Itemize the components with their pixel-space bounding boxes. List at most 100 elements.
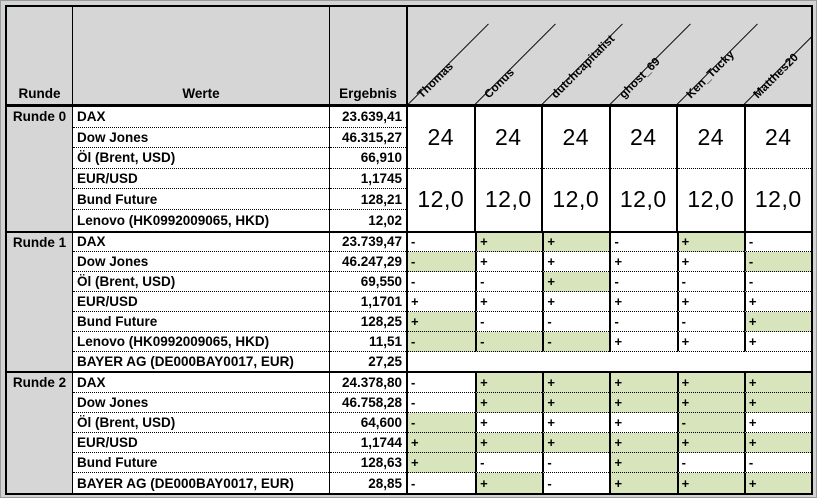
ergebnis-cell[interactable]: 69,550: [330, 272, 406, 293]
ergebnis-cell[interactable]: 128,63: [330, 453, 406, 474]
mark-cell[interactable]: +: [609, 453, 677, 474]
mark-cell[interactable]: +: [609, 473, 677, 493]
ergebnis-cell[interactable]: 1,1745: [330, 169, 406, 190]
mark-cell[interactable]: +: [743, 373, 811, 394]
mark-cell[interactable]: +: [743, 413, 811, 434]
ergebnis-cell[interactable]: 1,1701: [330, 292, 406, 312]
player-name-cell[interactable]: Ken_Tucky: [684, 48, 737, 101]
ergebnis-cell[interactable]: 11,51: [330, 332, 406, 352]
mark-cell[interactable]: -: [475, 331, 543, 352]
mark-cell[interactable]: +: [609, 331, 677, 352]
mark-cell[interactable]: +: [475, 373, 543, 394]
werte-cell[interactable]: EUR/USD: [73, 292, 329, 312]
score-upper-cell[interactable]: 24: [408, 107, 474, 169]
mark-cell[interactable]: +: [408, 292, 476, 312]
score-upper-cell[interactable]: 24: [745, 107, 811, 169]
score-upper-cell[interactable]: 24: [610, 107, 676, 169]
mark-cell[interactable]: +: [475, 252, 543, 273]
werte-cell[interactable]: Dow Jones: [73, 393, 329, 414]
ergebnis-cell[interactable]: 46.758,28: [330, 393, 406, 414]
mark-cell[interactable]: -: [542, 311, 610, 332]
ergebnis-cell[interactable]: 46.315,27: [330, 128, 406, 149]
round-label-cell[interactable]: Runde 0: [7, 107, 72, 231]
mark-cell[interactable]: -: [408, 373, 476, 394]
mark-cell[interactable]: +: [676, 331, 744, 352]
mark-cell[interactable]: -: [609, 232, 677, 253]
mark-cell[interactable]: +: [676, 373, 744, 394]
mark-cell[interactable]: +: [676, 393, 744, 414]
mark-cell[interactable]: -: [475, 311, 543, 332]
mark-cell[interactable]: -: [542, 331, 610, 352]
round-label-cell[interactable]: Runde 2: [7, 373, 72, 493]
mark-cell[interactable]: -: [542, 453, 610, 474]
ergebnis-cell[interactable]: 23.639,41: [330, 107, 406, 128]
mark-cell[interactable]: +: [408, 311, 476, 332]
mark-cell[interactable]: -: [408, 252, 476, 273]
mark-cell[interactable]: +: [743, 292, 811, 312]
score-lower-cell[interactable]: 12,0: [552, 186, 600, 213]
mark-cell[interactable]: +: [475, 292, 543, 312]
mark-cell[interactable]: -: [475, 453, 543, 474]
mark-cell[interactable]: +: [676, 292, 744, 312]
player-name-cell[interactable]: Thomas: [415, 60, 457, 101]
mark-cell[interactable]: +: [676, 473, 744, 493]
mark-cell[interactable]: -: [676, 311, 744, 332]
mark-cell[interactable]: +: [609, 252, 677, 273]
werte-cell[interactable]: Lenovo (HK0992009065, HKD): [77, 212, 270, 228]
mark-cell[interactable]: +: [609, 393, 677, 414]
mark-cell[interactable]: +: [743, 311, 811, 332]
werte-cell[interactable]: DAX: [73, 107, 329, 128]
score-lower-cell[interactable]: 12,0: [687, 186, 735, 213]
mark-cell[interactable]: +: [542, 232, 610, 253]
mark-cell[interactable]: -: [408, 233, 476, 253]
mark-cell[interactable]: +: [609, 413, 677, 434]
round-label-cell[interactable]: Runde 1: [7, 232, 72, 372]
mark-cell[interactable]: -: [475, 272, 543, 293]
mark-cell[interactable]: +: [676, 252, 744, 273]
ergebnis-cell[interactable]: 128,25: [330, 312, 406, 332]
mark-cell[interactable]: -: [609, 311, 677, 332]
ergebnis-cell[interactable]: 46.247,29: [330, 252, 406, 273]
mark-cell[interactable]: +: [475, 413, 543, 434]
mark-cell[interactable]: -: [743, 453, 811, 474]
empty-marks-cell[interactable]: [408, 352, 811, 372]
mark-cell[interactable]: +: [542, 433, 610, 454]
mark-cell[interactable]: +: [542, 292, 610, 312]
mark-cell[interactable]: +: [609, 373, 677, 394]
score-lower-cell[interactable]: 12,0: [619, 186, 667, 213]
player-name-cell[interactable]: Matthes20: [751, 51, 801, 101]
mark-cell[interactable]: +: [676, 433, 744, 454]
player-name-cell[interactable]: dutchcapitalist: [549, 33, 618, 101]
score-upper-cell[interactable]: 24: [543, 107, 609, 169]
ergebnis-cell[interactable]: 24.378,80: [330, 373, 406, 394]
mark-cell[interactable]: +: [743, 393, 811, 414]
header-cell-ergebnis[interactable]: Ergebnis: [329, 7, 406, 104]
werte-cell[interactable]: DAX: [73, 233, 329, 253]
werte-cell[interactable]: Dow Jones: [73, 252, 329, 273]
mark-cell[interactable]: -: [408, 331, 476, 352]
ergebnis-cell[interactable]: 27,25: [368, 354, 402, 370]
werte-cell[interactable]: Öl (Brent, USD): [73, 413, 329, 434]
werte-cell[interactable]: Öl (Brent, USD): [73, 148, 329, 169]
header-cell-runde[interactable]: Runde: [7, 7, 72, 104]
mark-cell[interactable]: -: [408, 413, 476, 434]
werte-cell[interactable]: DAX: [73, 373, 329, 394]
mark-cell[interactable]: -: [743, 232, 811, 253]
player-name-cell[interactable]: Conus: [482, 66, 518, 101]
score-lower-cell[interactable]: 12,0: [417, 186, 465, 213]
mark-cell[interactable]: +: [609, 433, 677, 454]
ergebnis-cell[interactable]: 28,85: [368, 475, 402, 491]
mark-cell[interactable]: -: [676, 272, 744, 293]
mark-cell[interactable]: -: [609, 272, 677, 293]
mark-cell[interactable]: +: [542, 272, 610, 293]
mark-cell[interactable]: -: [408, 393, 476, 414]
werte-cell[interactable]: BAYER AG (DE000BAY0017, EUR): [77, 354, 294, 370]
mark-cell[interactable]: -: [411, 475, 416, 491]
mark-cell[interactable]: +: [743, 473, 811, 493]
werte-cell[interactable]: Bund Future: [73, 189, 329, 210]
werte-cell[interactable]: Öl (Brent, USD): [73, 272, 329, 293]
mark-cell[interactable]: +: [408, 433, 476, 454]
score-upper-cell[interactable]: 24: [678, 107, 744, 169]
mark-cell[interactable]: -: [676, 413, 744, 434]
mark-cell[interactable]: +: [542, 373, 610, 394]
